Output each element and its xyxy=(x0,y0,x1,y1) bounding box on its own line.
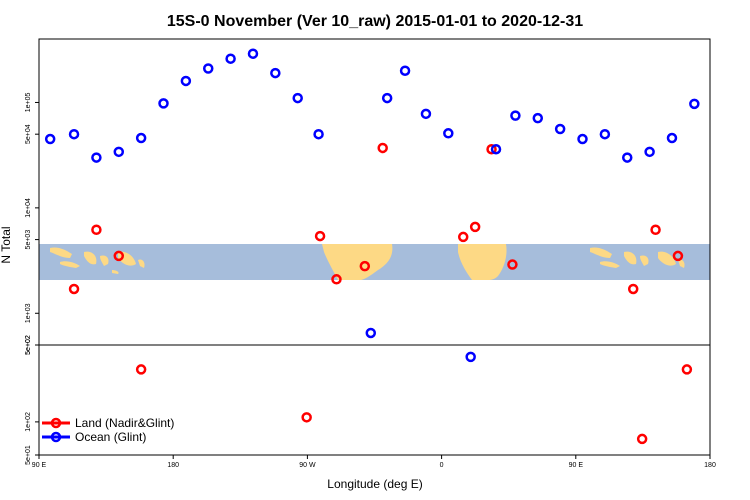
y-tick-label: 5e+02 xyxy=(25,335,32,355)
x-tick-label: 90 E xyxy=(569,462,584,469)
ocean-point xyxy=(247,48,259,59)
land-point xyxy=(377,142,388,154)
ocean-point xyxy=(202,63,214,74)
x-axis-title: Longitude (deg E) xyxy=(327,477,422,491)
legend: Land (Nadir&Glint) Ocean (Glint) xyxy=(42,416,174,444)
ocean-point xyxy=(399,65,411,76)
ocean-point xyxy=(292,92,303,104)
legend-ocean-label: Ocean (Glint) xyxy=(75,430,146,444)
ocean-point xyxy=(554,123,566,135)
land-point xyxy=(627,283,639,295)
ocean-point xyxy=(180,75,192,87)
x-tick-label: 90 W xyxy=(299,462,316,469)
land-point xyxy=(672,250,684,262)
y-tick-label: 1e+04 xyxy=(25,198,32,218)
ocean-point xyxy=(510,110,521,121)
land-point xyxy=(301,412,312,423)
x-tick-label: 90 E xyxy=(32,462,47,469)
ocean-point xyxy=(313,128,324,140)
data-points xyxy=(44,48,700,445)
land-point xyxy=(91,224,102,235)
ocean-point xyxy=(365,327,377,339)
ocean-point xyxy=(532,112,544,124)
land-point xyxy=(469,221,481,233)
world-map-band xyxy=(39,244,710,280)
y-axis-title: N Total xyxy=(0,226,13,263)
lower-plot-frame xyxy=(38,344,711,456)
chart-title: 15S-0 November (Ver 10_raw) 2015-01-01 t… xyxy=(167,13,583,30)
x-axis: 90 E 180 90 W 0 90 E 180 xyxy=(32,455,716,469)
land-point xyxy=(314,230,326,242)
ocean-point xyxy=(44,133,56,145)
ocean-point xyxy=(420,108,432,120)
land-point xyxy=(636,433,648,445)
ocean-point xyxy=(91,152,102,163)
y-tick-label: 5e+03 xyxy=(25,230,32,250)
ocean-point xyxy=(577,133,588,145)
ocean-point xyxy=(666,132,678,144)
ocean-point xyxy=(644,146,655,158)
ocean-point xyxy=(689,98,700,110)
ocean-point xyxy=(490,143,502,155)
y-tick-label: 5e+01 xyxy=(25,445,32,465)
ocean-point xyxy=(621,152,633,163)
land-point xyxy=(135,364,147,375)
x-tick-label: 180 xyxy=(167,462,179,469)
y-tick-label: 5e+02 xyxy=(25,335,32,355)
ocean-point xyxy=(135,132,147,144)
legend-land-marker xyxy=(50,417,62,429)
x-tick-label: 180 xyxy=(704,462,716,469)
y-axis: 5e+02 1e+03 5e+03 1e+04 5e+04 1e+05 5e+01 1e+02… xyxy=(25,93,39,465)
ocean-point xyxy=(113,146,125,158)
ocean-point xyxy=(158,98,169,109)
y-tick-label: 1e+05 xyxy=(25,93,32,113)
land-point xyxy=(331,274,342,285)
land-point xyxy=(507,259,518,270)
ocean-point xyxy=(68,128,80,140)
land-point xyxy=(486,143,497,155)
x-tick-label: 0 xyxy=(440,462,444,469)
upper-plot-frame xyxy=(38,38,711,346)
land-point xyxy=(457,231,469,243)
ocean-point xyxy=(225,53,236,64)
ocean-point xyxy=(443,128,454,139)
y-tick-label: 5e+04 xyxy=(25,124,32,144)
land-point xyxy=(113,250,125,262)
y-tick-label: 1e+03 xyxy=(25,303,32,323)
ocean-point xyxy=(381,92,393,104)
ocean-point xyxy=(465,351,476,363)
legend-land-label: Land (Nadir&Glint) xyxy=(75,416,174,430)
land-point xyxy=(681,364,693,375)
y-tick-label: 1e+02 xyxy=(25,412,32,432)
land-point xyxy=(359,260,371,272)
legend-ocean-marker xyxy=(50,431,62,443)
land-point xyxy=(650,224,661,235)
ocean-point xyxy=(599,128,611,140)
ocean-point xyxy=(270,67,281,79)
land-point xyxy=(68,283,80,295)
